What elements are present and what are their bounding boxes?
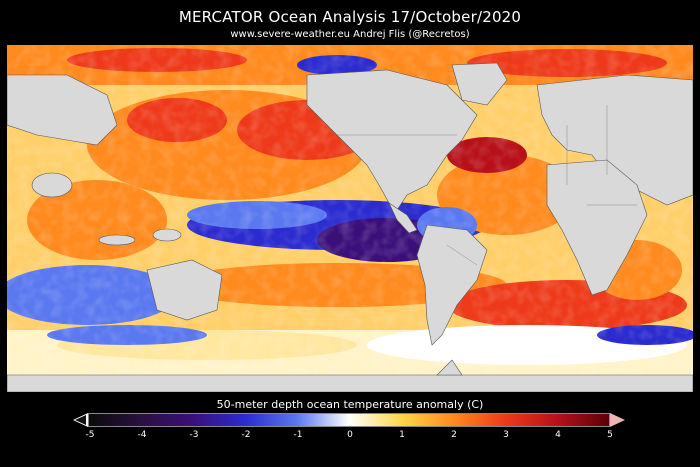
colorbar-tick-label: -5 (85, 430, 95, 440)
africa (546, 159, 648, 296)
country-borders (337, 105, 637, 266)
colorbar-title: 50-meter depth ocean temperature anomaly… (216, 398, 484, 411)
central-america (388, 202, 418, 234)
east-asia (7, 74, 118, 146)
colorbar-tick-label: -3 (189, 430, 199, 440)
colorbar-ticks: -5 -4 -3 -2 -1 0 1 2 3 4 5 (0, 430, 700, 450)
antarctica (7, 374, 693, 392)
north-america (306, 69, 478, 211)
colorbar-tick-label: 1 (399, 430, 405, 440)
colorbar-max-arrow (610, 413, 625, 427)
colorbar-tick-label: 4 (555, 430, 561, 440)
sumatra-java (98, 234, 136, 246)
anomaly-map (7, 45, 693, 392)
colorbar-tick-label: -2 (241, 430, 251, 440)
chart-title: MERCATOR Ocean Analysis 17/October/2020 (178, 8, 522, 26)
land-masses (7, 62, 693, 392)
colorbar-tick-label: 3 (503, 430, 509, 440)
map-svg (7, 45, 693, 392)
colorbar-min-arrow (73, 413, 88, 427)
south-america (416, 224, 488, 346)
colorbar-tick-label: 0 (347, 430, 353, 440)
antarctic-peninsula (436, 359, 463, 376)
colorbar-tick-label: 2 (451, 430, 457, 440)
india (31, 172, 73, 198)
greenland (451, 62, 508, 106)
chart-subtitle: www.severe-weather.eu Andrej Flis (@Recr… (230, 29, 470, 40)
australia (146, 259, 223, 321)
colorbar-tick-label: -4 (137, 430, 147, 440)
colorbar-tick-label: 5 (607, 430, 613, 440)
colorbar-tick-label: -1 (293, 430, 303, 440)
colorbar (88, 413, 610, 427)
borneo (152, 228, 182, 242)
